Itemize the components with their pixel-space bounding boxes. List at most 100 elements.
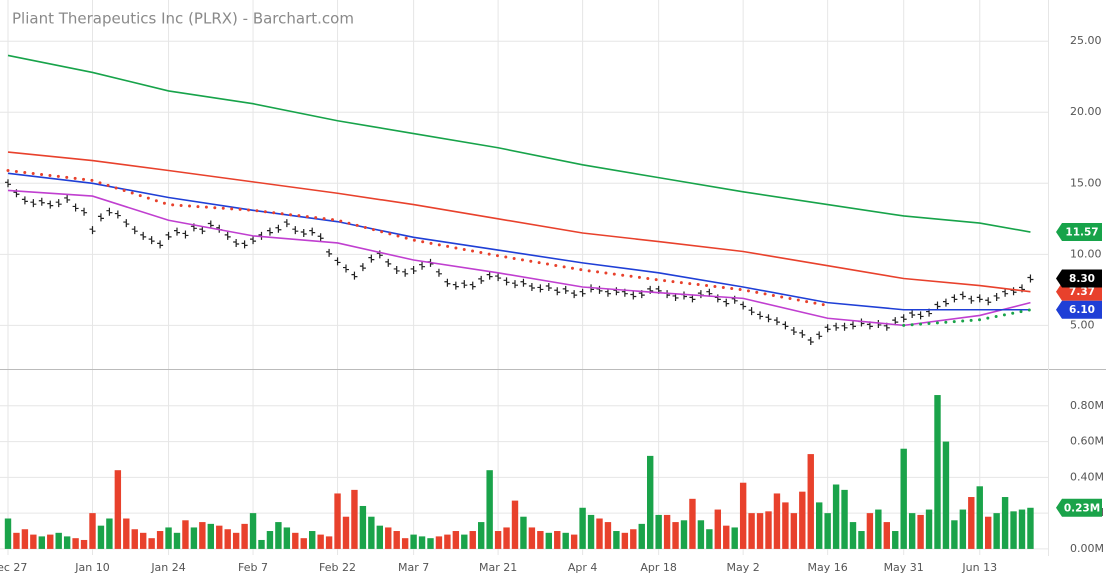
price-bar (478, 275, 485, 284)
price-bar (233, 238, 240, 247)
price-bar (385, 258, 392, 267)
volume-bar (604, 522, 612, 549)
volume-bar (799, 491, 806, 549)
price-bar (934, 301, 941, 310)
volume-bar (773, 493, 781, 549)
price-bar (461, 280, 468, 289)
price-bar (64, 194, 71, 203)
volume-bar (435, 536, 443, 549)
volume-bar (680, 520, 688, 549)
price-bar (250, 236, 257, 245)
volume-bar (883, 522, 890, 549)
price-bar (562, 285, 569, 294)
volume-bar (401, 538, 409, 549)
price-bar (334, 257, 341, 266)
volume-bar (570, 534, 578, 549)
end-value-label-box (1056, 223, 1102, 242)
volume-bar (731, 527, 738, 549)
volume-bar (241, 523, 248, 549)
price-bar (571, 290, 578, 299)
price-bar (757, 311, 764, 320)
price-bar (723, 298, 730, 307)
price-bar (790, 327, 797, 336)
price-bar (89, 226, 96, 235)
volume-bar (376, 525, 383, 549)
price-bar (486, 271, 493, 280)
x-tick-label: Jun 13 (961, 561, 997, 574)
volume-bar (925, 509, 933, 549)
price-bar (38, 197, 45, 206)
volume-bar (562, 532, 569, 549)
volume-bar (663, 514, 671, 549)
price-bar (495, 273, 502, 282)
y-tick-label: 25.00 (1070, 34, 1102, 47)
volume-bar (900, 448, 907, 549)
price-bar (976, 294, 983, 303)
volume-bar (756, 513, 764, 549)
price-bar (207, 220, 214, 229)
price-bar (841, 322, 848, 331)
price-bar (224, 231, 231, 240)
volume-bar (934, 395, 941, 549)
volume-bar (993, 513, 1000, 549)
volume-bar (807, 454, 814, 549)
last-price-label: 8.30 (1069, 273, 1095, 285)
price-bar (359, 263, 366, 272)
volume-bar (173, 532, 181, 549)
volume-bar (866, 513, 874, 549)
price-bar (47, 200, 54, 209)
price-bar (951, 294, 958, 303)
price-bar (5, 179, 11, 188)
price-bar (140, 231, 147, 240)
volume-bar (232, 532, 240, 549)
volume-bar (697, 520, 705, 549)
volume-bar (655, 514, 662, 549)
volume-bar (782, 502, 789, 549)
chart-title: Pliant Therapeutics Inc (PLRX) - Barchar… (12, 10, 354, 28)
volume-bar (114, 470, 122, 549)
price-bar (579, 288, 586, 297)
volume-bar (908, 513, 916, 549)
price-bar (537, 284, 544, 293)
volume-bar (1027, 507, 1034, 549)
price-bar (1027, 274, 1034, 283)
price-bar (900, 314, 907, 323)
x-tick-label: May 31 (884, 561, 924, 574)
volume-bar (478, 522, 485, 549)
volume-bar (190, 527, 198, 549)
price-bar (528, 283, 535, 292)
volume-bar (858, 531, 865, 549)
price-bar (174, 227, 180, 236)
volume-bar (469, 531, 476, 549)
x-tick-label: May 2 (727, 561, 760, 574)
price-bar (275, 224, 282, 233)
volume-bar (875, 509, 882, 549)
volume-bar (300, 538, 307, 549)
volume-bar (917, 514, 924, 549)
price-bar (21, 196, 28, 205)
volume-bar (672, 522, 679, 549)
volume-bar (461, 534, 468, 549)
volume-bar (706, 529, 713, 549)
sar-dots (6, 169, 830, 307)
volume-bar (486, 470, 493, 549)
volume-bar (368, 516, 375, 549)
volume-bar (985, 516, 992, 549)
price-bar (748, 307, 755, 316)
price-bar (300, 229, 307, 238)
volume-bar (739, 482, 747, 549)
price-bar (604, 288, 611, 297)
price-bar (469, 281, 476, 290)
volume-bar (452, 531, 460, 549)
price-bar (807, 337, 814, 346)
volume-bar (494, 531, 502, 549)
volume-bar (959, 509, 967, 549)
volume-bar (342, 516, 350, 549)
volume-bar (47, 534, 54, 549)
volume-bar (976, 486, 983, 549)
y-tick-label: 15.00 (1070, 176, 1102, 189)
volume-bar (216, 525, 223, 549)
price-bar (114, 210, 121, 219)
price-bar (452, 281, 459, 290)
